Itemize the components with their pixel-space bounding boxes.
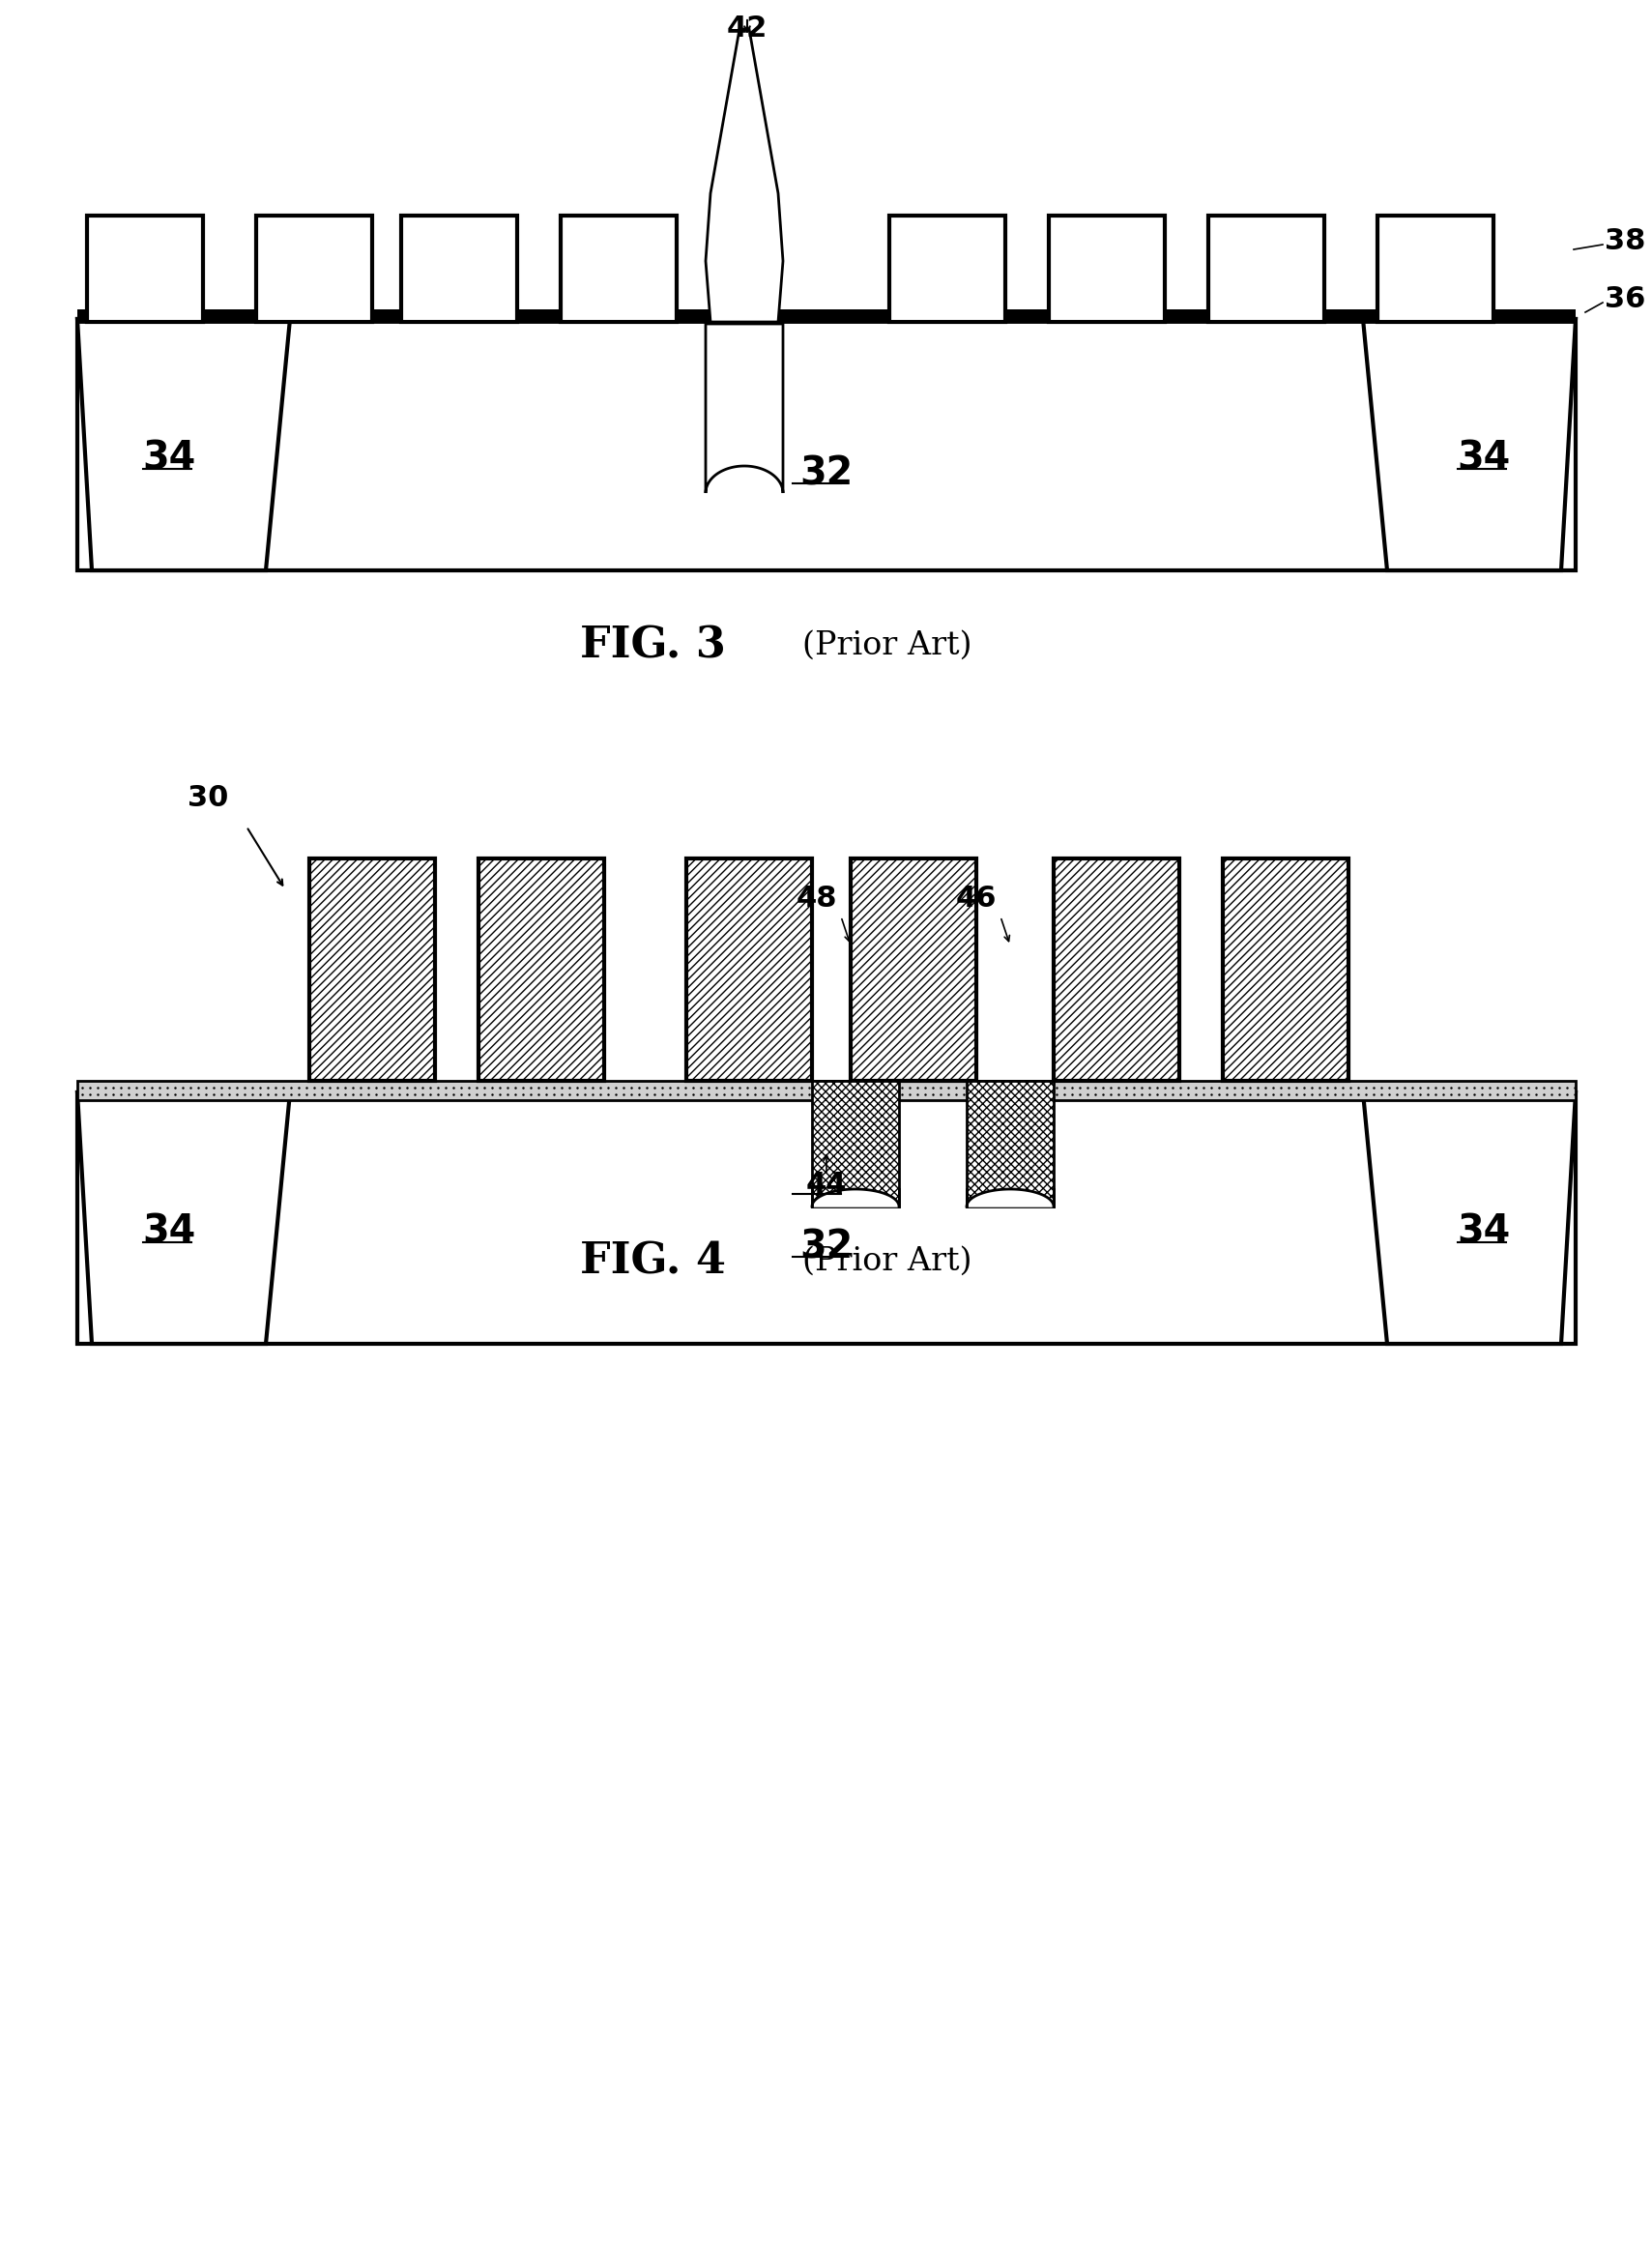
Polygon shape	[966, 1188, 1054, 1207]
Text: 32: 32	[800, 454, 852, 492]
Text: 32: 32	[800, 1227, 852, 1266]
Polygon shape	[1363, 320, 1576, 569]
Polygon shape	[78, 320, 291, 569]
Text: 46: 46	[957, 885, 996, 914]
Bar	[1222, 860, 1348, 1082]
Text: 34: 34	[142, 1213, 197, 1252]
Polygon shape	[78, 1093, 291, 1343]
Bar	[401, 215, 517, 322]
Polygon shape	[1363, 1093, 1576, 1343]
Bar	[88, 215, 203, 322]
Bar	[78, 308, 1576, 322]
Polygon shape	[813, 1188, 899, 1207]
Text: 38: 38	[1604, 227, 1645, 256]
Bar	[813, 1082, 899, 1207]
Text: (Prior Art): (Prior Art)	[803, 1245, 971, 1277]
Bar	[851, 860, 976, 1082]
Text: 36: 36	[1604, 286, 1645, 313]
Text: 34: 34	[1457, 1213, 1510, 1252]
Polygon shape	[705, 29, 783, 322]
Bar	[560, 215, 677, 322]
Text: FIG. 4: FIG. 4	[580, 1241, 725, 1281]
Bar	[78, 1082, 1576, 1100]
Bar	[78, 320, 1576, 569]
Bar	[309, 860, 434, 1082]
Bar	[479, 860, 605, 1082]
Bar	[966, 1082, 1054, 1207]
Bar	[686, 860, 813, 1082]
Bar	[256, 215, 372, 322]
Bar	[1378, 215, 1493, 322]
Text: 30: 30	[187, 782, 228, 812]
Bar	[78, 1093, 1576, 1343]
Polygon shape	[705, 324, 783, 492]
Bar	[889, 215, 1006, 322]
Text: 34: 34	[142, 440, 197, 479]
Text: (Prior Art): (Prior Art)	[803, 631, 971, 662]
Text: 34: 34	[1457, 440, 1510, 479]
Text: 44: 44	[806, 1170, 847, 1198]
Text: 48: 48	[796, 885, 838, 914]
Bar	[1054, 860, 1180, 1082]
Text: 42: 42	[727, 14, 768, 43]
Bar	[1049, 215, 1165, 322]
Text: FIG. 3: FIG. 3	[580, 626, 725, 667]
Bar	[1208, 215, 1325, 322]
